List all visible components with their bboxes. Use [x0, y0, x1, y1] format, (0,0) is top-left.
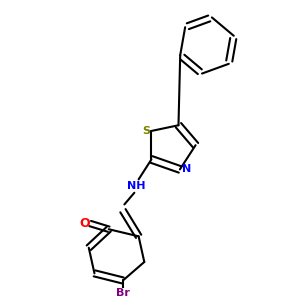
Text: S: S: [142, 126, 150, 136]
Text: O: O: [80, 217, 90, 230]
Text: NH: NH: [127, 182, 145, 191]
Text: Br: Br: [116, 288, 130, 298]
Text: N: N: [182, 164, 191, 174]
